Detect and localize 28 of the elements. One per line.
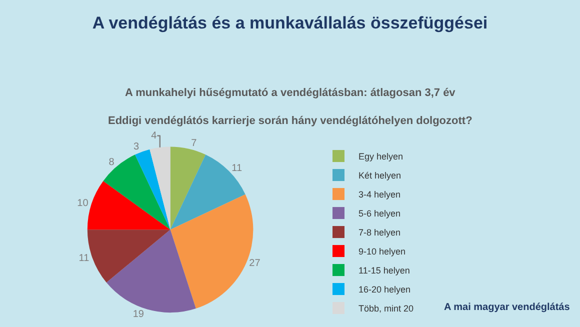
legend-label: 16-20 helyen <box>358 284 411 295</box>
pie-slice <box>87 180 170 230</box>
data-label: 3 <box>133 141 140 152</box>
legend-label: Egy helyen <box>358 152 404 162</box>
data-label: 27 <box>249 258 261 269</box>
legend-label: 5-6 helyen <box>358 208 401 219</box>
legend-label: Több, mint 20 <box>358 304 414 314</box>
data-label: 8 <box>108 157 115 168</box>
pie-slice <box>150 146 170 230</box>
pie-slice <box>170 154 246 230</box>
pie-slice <box>170 146 206 230</box>
data-label: 7 <box>191 138 198 150</box>
legend-label: 7-8 helyen <box>358 228 401 238</box>
text: A mai magyar vendéglátás <box>444 302 570 313</box>
legend-label: 9-10 helyen <box>358 246 406 257</box>
chart-title: A vendéglátás és a munkavállalás összefüggései <box>92 13 488 32</box>
data-label: 10 <box>77 198 89 210</box>
legend-label: Két helyen <box>358 170 402 181</box>
legend-label: 3-4 helyen <box>358 190 401 200</box>
pie-slice <box>87 230 170 283</box>
data-label: 11 <box>78 252 90 264</box>
pie-slice <box>103 154 170 230</box>
data-label: 19 <box>132 308 144 320</box>
pie-slice <box>135 149 170 230</box>
data-label: 11 <box>232 162 242 174</box>
data-label: 4 <box>151 130 158 142</box>
legend-label: 11-15 helyen <box>358 266 410 276</box>
text: A munkahelyi hűségmutató a vendéglátásban: átlagosan 3,7 év Eddigi vendéglátós karrierje során hány vendéglátóhelyen dolgozott? <box>108 87 472 127</box>
